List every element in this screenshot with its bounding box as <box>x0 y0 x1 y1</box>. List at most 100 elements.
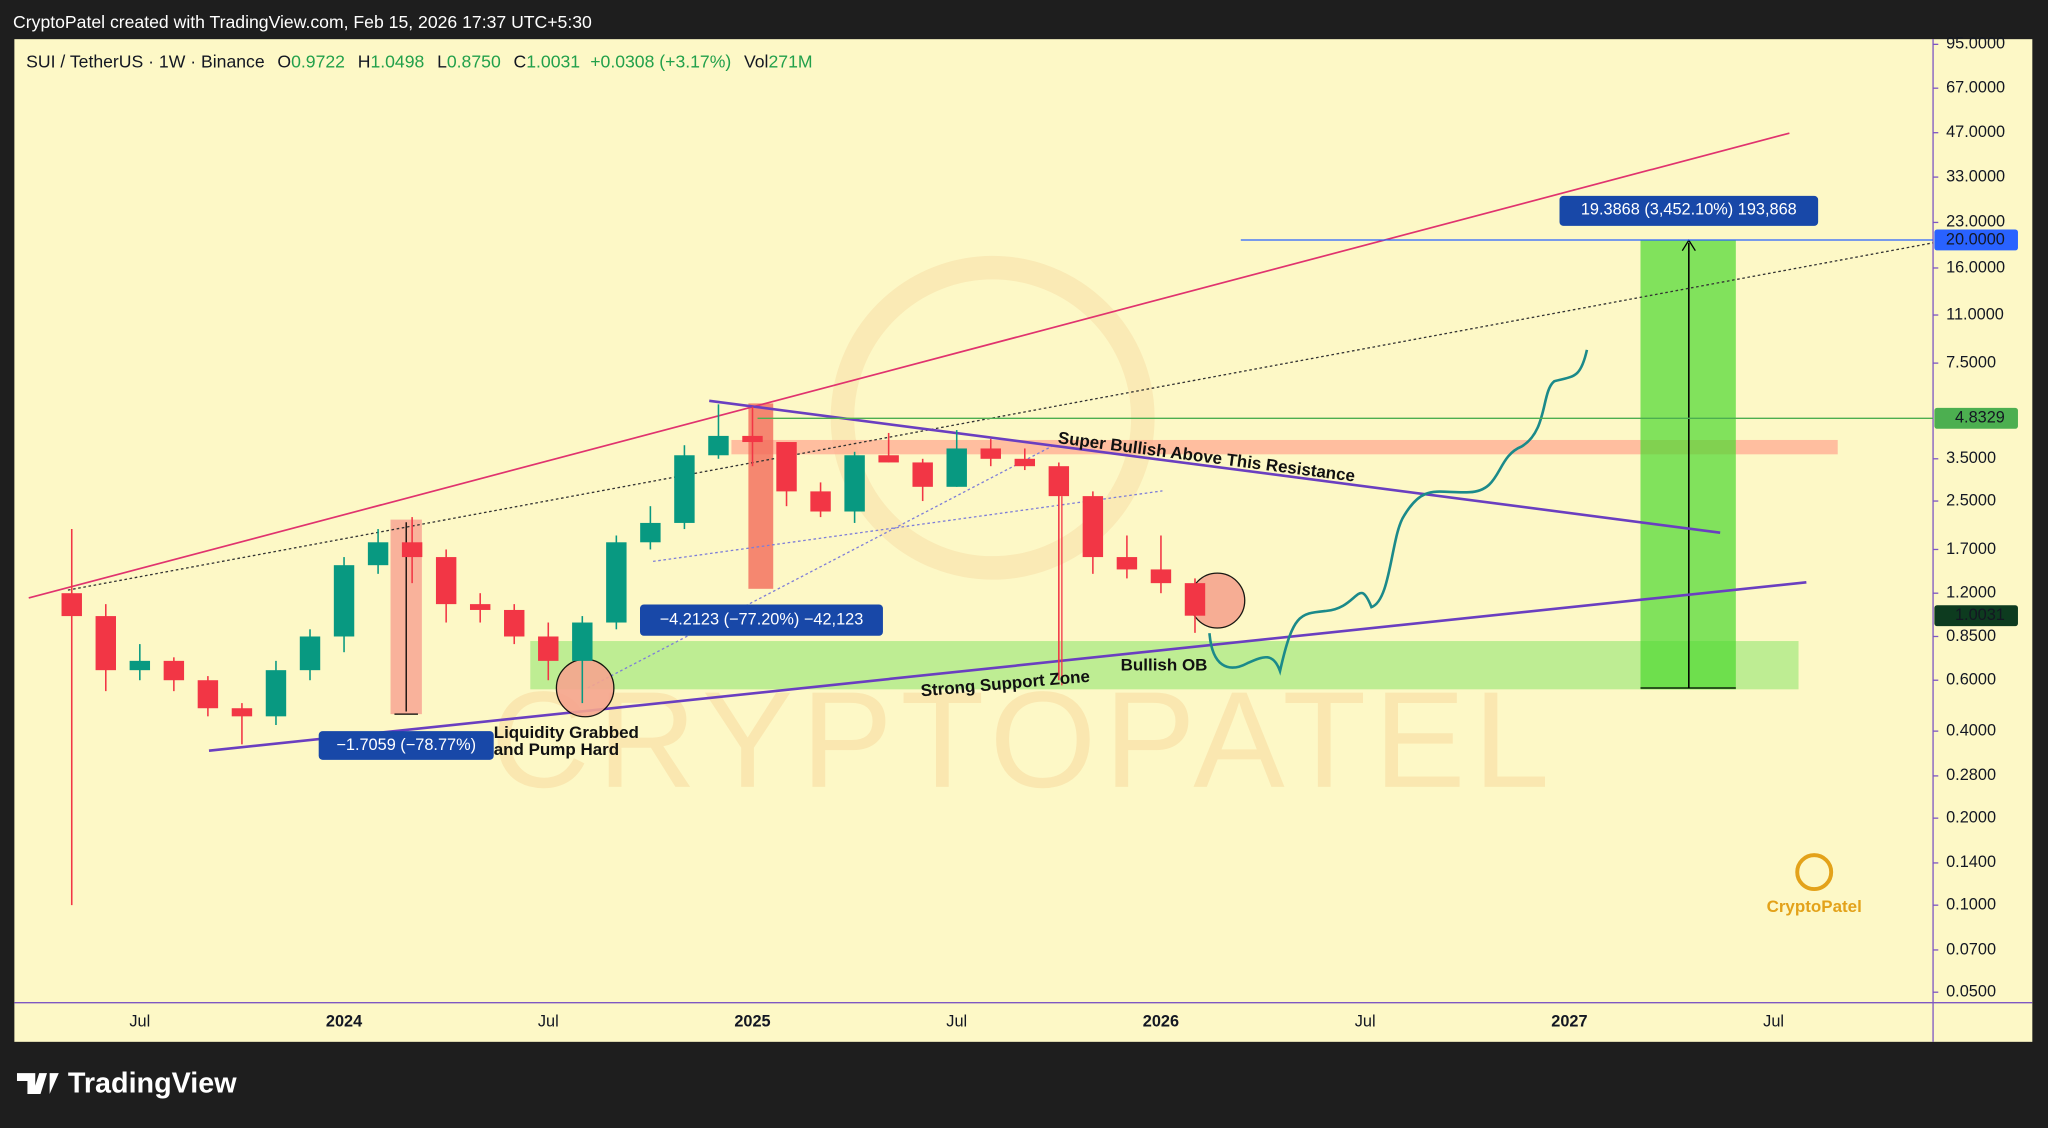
candle-body <box>61 593 82 617</box>
candle-body <box>1184 583 1206 616</box>
y-tick-label: 0.2800 <box>1946 766 1996 784</box>
candle-body <box>606 542 627 623</box>
candle-body <box>640 522 661 543</box>
watermark: CRYPTOPATEL <box>491 664 1558 817</box>
symbol: SUI / TetherUS · 1W · Binance <box>26 51 265 71</box>
candle-body <box>1014 458 1036 467</box>
x-tick-label: 2027 <box>1551 1013 1587 1031</box>
projection-path <box>1208 349 1589 676</box>
candle-body <box>163 660 185 681</box>
y-tick-label: 0.2000 <box>1946 808 1996 826</box>
candle-body <box>776 442 797 492</box>
candle-body <box>878 455 899 463</box>
channel-top <box>28 132 1790 599</box>
y-tick-label: 0.8500 <box>1946 627 1996 645</box>
price-label: 1.0031 <box>1955 606 2005 624</box>
candle-body <box>946 448 967 487</box>
candle-body <box>469 604 491 610</box>
candle-body <box>1116 557 1138 570</box>
logo-icon <box>1795 853 1834 892</box>
x-tick-label: Jul <box>1355 1013 1376 1031</box>
y-tick-label: 1.7000 <box>1946 540 1996 558</box>
x-tick-label: Jul <box>946 1013 967 1031</box>
logo-text: CryptoPatel <box>1767 897 1862 916</box>
candle-body <box>333 565 355 637</box>
candle-body <box>231 708 253 717</box>
x-tick-label: Jul <box>129 1013 150 1031</box>
y-tick-label: 0.6000 <box>1946 671 1996 689</box>
ohlc-value: 0.8750 <box>447 51 501 71</box>
candle-body <box>1082 496 1104 558</box>
x-tick-label: 2024 <box>326 1013 362 1031</box>
y-tick-label: 0.1400 <box>1946 853 1996 871</box>
dotted-trendline <box>652 490 1163 563</box>
ohlc-value: 1.0498 <box>370 51 424 71</box>
candle-body <box>538 636 559 661</box>
vol-key: Vol <box>744 51 768 71</box>
ohlc-key: H <box>358 51 371 71</box>
change: +0.0308 (+3.17%) <box>590 51 731 71</box>
candle-body <box>299 636 321 671</box>
candle-body <box>197 680 219 709</box>
measure-box <box>318 731 494 760</box>
y-tick-label: 67.0000 <box>1946 78 2005 96</box>
resistance-zone <box>731 439 1838 455</box>
resistance-line <box>709 399 1721 534</box>
measure-box <box>1559 195 1819 226</box>
price-label-box <box>1934 605 2018 627</box>
candle-body <box>265 670 287 717</box>
annotation: and Pump Hard <box>494 740 619 759</box>
attribution: CryptoPatel created with TradingView.com… <box>13 12 592 32</box>
candle-body <box>980 448 1001 459</box>
y-tick-label: 95.0000 <box>1946 35 2005 53</box>
y-tick-label: 0.0700 <box>1946 940 1996 958</box>
measure-label: −4.2123 (−77.20%) −42,123 <box>660 610 864 628</box>
y-tick-label: 23.0000 <box>1946 213 2005 231</box>
highlight-circle <box>555 658 615 718</box>
candle-body <box>435 557 457 605</box>
support-line <box>208 580 1807 752</box>
y-tick-label: 1.2000 <box>1946 584 1996 602</box>
y-tick-label: 16.0000 <box>1946 258 2005 276</box>
measure-label: 19.3868 (3,452.10%) 193,868 <box>1581 201 1797 219</box>
x-tick-label: Jul <box>538 1013 559 1031</box>
y-tick-label: 47.0000 <box>1946 123 2005 141</box>
y-tick-label: 0.0500 <box>1946 983 1996 1001</box>
y-tick-label: 0.4000 <box>1946 721 1996 739</box>
candle-body <box>844 455 865 512</box>
y-tick-label: 7.5000 <box>1946 353 1996 371</box>
candle-body <box>572 622 593 661</box>
ohlc-key: O <box>277 51 291 71</box>
vol-value: 271M <box>768 51 812 71</box>
price-label-box <box>1934 407 2018 429</box>
y-tick-label: 3.5000 <box>1946 449 1996 467</box>
candle-body <box>401 542 423 558</box>
candle-body <box>95 616 116 671</box>
candle-body <box>1048 466 1070 497</box>
candle-body <box>742 435 763 443</box>
price-label-box <box>1934 229 2018 251</box>
x-tick-label: 2025 <box>734 1013 770 1031</box>
price-label: 20.0000 <box>1946 230 2005 248</box>
ohlc-value: 0.9722 <box>291 51 345 71</box>
measure-label: −1.7059 (−78.77%) <box>336 736 476 754</box>
candle-body <box>504 609 525 637</box>
annotation: Bullish OB <box>1121 655 1208 674</box>
price-label: 4.8329 <box>1955 409 2005 427</box>
y-tick-label: 33.0000 <box>1946 167 2005 185</box>
dotted-trendline <box>587 445 1052 689</box>
candle-body <box>708 435 729 456</box>
candle-body <box>912 462 933 487</box>
y-tick-label: 11.0000 <box>1946 305 2004 323</box>
candle-body <box>674 455 695 523</box>
candles <box>61 404 1206 906</box>
candle-body <box>1150 569 1172 584</box>
symbol-legend: SUI / TetherUS · 1W · Binance O0.9722 H1… <box>26 51 812 71</box>
annotation: Liquidity Grabbed <box>494 723 639 742</box>
ohlc-key: L <box>437 51 447 71</box>
y-tick-label: 0.1000 <box>1946 895 1996 913</box>
ohlc-value: 1.0031 <box>526 51 580 71</box>
measure-box <box>640 604 883 636</box>
